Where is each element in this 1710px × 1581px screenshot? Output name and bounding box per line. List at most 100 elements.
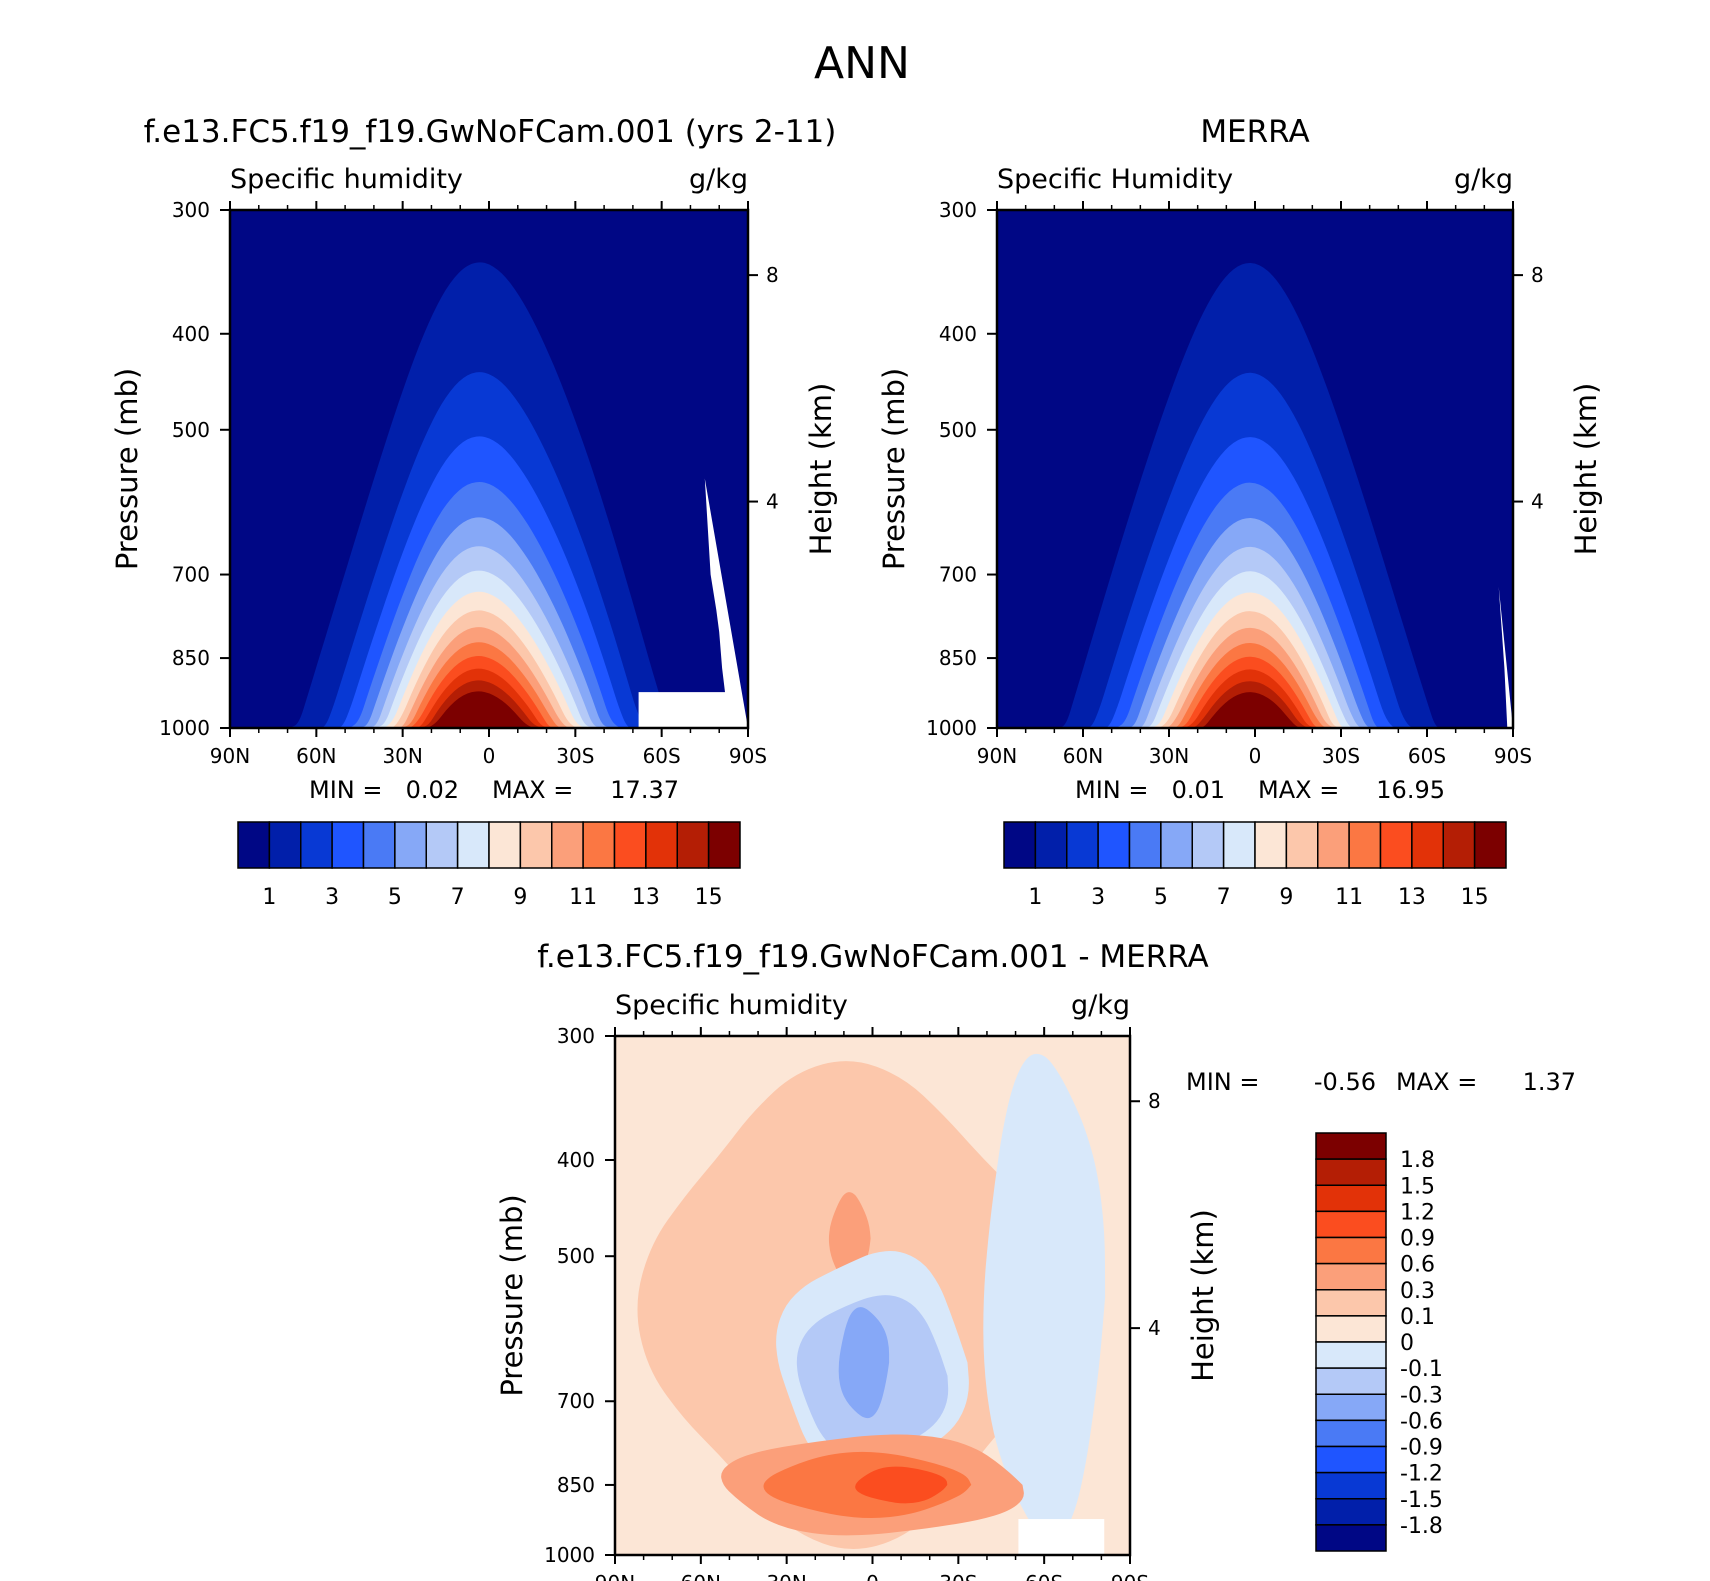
colorbar-swatch bbox=[1191, 821, 1225, 869]
colorbar-label: 1 bbox=[1028, 885, 1042, 910]
colorbar-swatch bbox=[456, 821, 490, 869]
colorbar-label: 0.3 bbox=[1400, 1279, 1435, 1304]
colorbar-swatch bbox=[707, 821, 741, 869]
y2-tick-label: 4 bbox=[1148, 1316, 1161, 1340]
y2-tick-label: 8 bbox=[766, 263, 779, 287]
colorbar-label: 0.9 bbox=[1400, 1227, 1435, 1252]
y2-tick-label: 8 bbox=[1148, 1089, 1161, 1113]
y2-tick-label: 4 bbox=[766, 490, 779, 514]
colorbar-label: 11 bbox=[569, 885, 597, 910]
x-tick-label: 60N bbox=[681, 1571, 721, 1581]
min-label: MIN = bbox=[1075, 776, 1148, 804]
max-label: MAX = bbox=[492, 776, 573, 804]
x-tick-label: 60S bbox=[1408, 744, 1446, 768]
colorbar-swatch bbox=[1315, 1341, 1387, 1369]
colorbar-label: 1 bbox=[262, 885, 276, 910]
colorbar-label: 15 bbox=[695, 885, 723, 910]
y-tick-label: 1000 bbox=[544, 1543, 595, 1567]
x-tick-label: 30S bbox=[939, 1571, 977, 1581]
x-tick-label: 0 bbox=[483, 744, 496, 768]
colorbar-label: 1.2 bbox=[1400, 1200, 1435, 1225]
colorbar-swatch bbox=[488, 821, 522, 869]
min-value: 0.01 bbox=[1172, 776, 1225, 804]
y2-axis-title: Height (km) bbox=[804, 383, 838, 556]
colorbar-swatch bbox=[1315, 1184, 1387, 1213]
x-tick-label: 60N bbox=[1063, 744, 1103, 768]
y-axis-title: Pressure (mb) bbox=[877, 368, 911, 570]
contour-plot-diff bbox=[615, 1036, 1130, 1555]
colorbar-swatch bbox=[394, 821, 427, 869]
panel-title: f.e13.FC5.f19_f19.GwNoFCam.001 - MERRA bbox=[537, 939, 1209, 975]
colorbar-label: 3 bbox=[325, 885, 339, 910]
units-label: g/kg bbox=[1454, 164, 1513, 195]
y-tick-label: 400 bbox=[172, 322, 210, 346]
y-tick-label: 500 bbox=[172, 418, 210, 442]
colorbar-label: 0.1 bbox=[1400, 1305, 1435, 1330]
max-value: 1.37 bbox=[1523, 1068, 1576, 1096]
panel-title: f.e13.FC5.f19_f19.GwNoFCam.001 (yrs 2-11… bbox=[144, 114, 837, 150]
y-tick-label: 700 bbox=[939, 563, 977, 587]
colorbar-swatch bbox=[1315, 1158, 1387, 1186]
y-tick-label: 300 bbox=[172, 198, 210, 222]
y-tick-label: 700 bbox=[557, 1389, 595, 1413]
colorbar-swatch bbox=[1315, 1471, 1387, 1500]
colorbar-label: 1.5 bbox=[1400, 1174, 1435, 1199]
colorbar-label: -1.5 bbox=[1400, 1488, 1443, 1513]
y-tick-label: 400 bbox=[939, 322, 977, 346]
missing-data-mask bbox=[1498, 586, 1513, 728]
x-tick-label: 90S bbox=[1111, 1571, 1149, 1581]
colorbar-swatch bbox=[645, 821, 678, 869]
colorbar-label: 1.8 bbox=[1400, 1148, 1435, 1173]
panel-diff: f.e13.FC5.f19_f19.GwNoFCam.001 - MERRA 90… bbox=[495, 939, 1576, 1581]
colorbar-swatch bbox=[1034, 821, 1068, 869]
colorbar-swatch bbox=[331, 821, 365, 869]
x-tick-label: 0 bbox=[1249, 744, 1262, 768]
max-value: 17.37 bbox=[610, 776, 679, 804]
colorbar-label: 7 bbox=[1217, 885, 1231, 910]
colorbar-swatch bbox=[1473, 821, 1507, 869]
contour-fill-level-15 bbox=[997, 692, 1513, 728]
colorbar-label: 9 bbox=[513, 885, 527, 910]
x-tick-label: 90N bbox=[595, 1571, 635, 1581]
colorbar-label: -0.3 bbox=[1400, 1383, 1443, 1408]
min-value: -0.56 bbox=[1314, 1068, 1376, 1096]
colorbar-swatch bbox=[1442, 821, 1476, 869]
colorbar-swatch bbox=[1315, 1236, 1387, 1265]
y-tick-label: 500 bbox=[939, 418, 977, 442]
min-label: MIN = bbox=[309, 776, 382, 804]
colorbar-label: 0 bbox=[1400, 1331, 1414, 1356]
x-tick-label: 60S bbox=[1025, 1571, 1063, 1581]
colorbar-swatch bbox=[1379, 821, 1413, 869]
colorbar-label: 9 bbox=[1279, 885, 1293, 910]
colorbar-swatch bbox=[1254, 821, 1288, 869]
y-tick-label: 1000 bbox=[159, 716, 210, 740]
colorbar-swatch bbox=[1315, 1393, 1387, 1422]
contour-fill-level-15 bbox=[230, 691, 748, 728]
colorbar-swatch bbox=[613, 821, 647, 869]
y-tick-label: 400 bbox=[557, 1148, 595, 1172]
min-value: 0.02 bbox=[406, 776, 459, 804]
colorbar-swatch bbox=[362, 821, 396, 869]
x-tick-label: 0 bbox=[866, 1571, 879, 1581]
colorbar-swatch bbox=[1222, 821, 1256, 869]
x-tick-label: 30N bbox=[766, 1571, 806, 1581]
colorbar-swatch bbox=[582, 821, 616, 869]
colorbar-label: 13 bbox=[632, 885, 660, 910]
min-label: MIN = bbox=[1186, 1068, 1259, 1096]
colorbar-swatch bbox=[1003, 821, 1037, 869]
x-tick-label: 60N bbox=[296, 744, 336, 768]
colorbar-swatch bbox=[1315, 1132, 1387, 1160]
colorbar-label: 11 bbox=[1335, 885, 1363, 910]
missing-data-mask bbox=[638, 478, 748, 728]
colorbar-swatch bbox=[1315, 1315, 1387, 1343]
colorbar-swatch bbox=[551, 821, 584, 869]
colorbar-label: 5 bbox=[1154, 885, 1168, 910]
x-tick-label: 60S bbox=[643, 744, 681, 768]
max-label: MAX = bbox=[1396, 1068, 1477, 1096]
panel-title: MERRA bbox=[1200, 114, 1309, 150]
colorbar-swatch bbox=[300, 821, 333, 869]
x-tick-label: 90N bbox=[210, 744, 250, 768]
colorbar-swatch bbox=[676, 821, 710, 869]
y2-axis-title: Height (km) bbox=[1186, 1209, 1220, 1382]
colorbar-label: -0.6 bbox=[1400, 1409, 1443, 1434]
